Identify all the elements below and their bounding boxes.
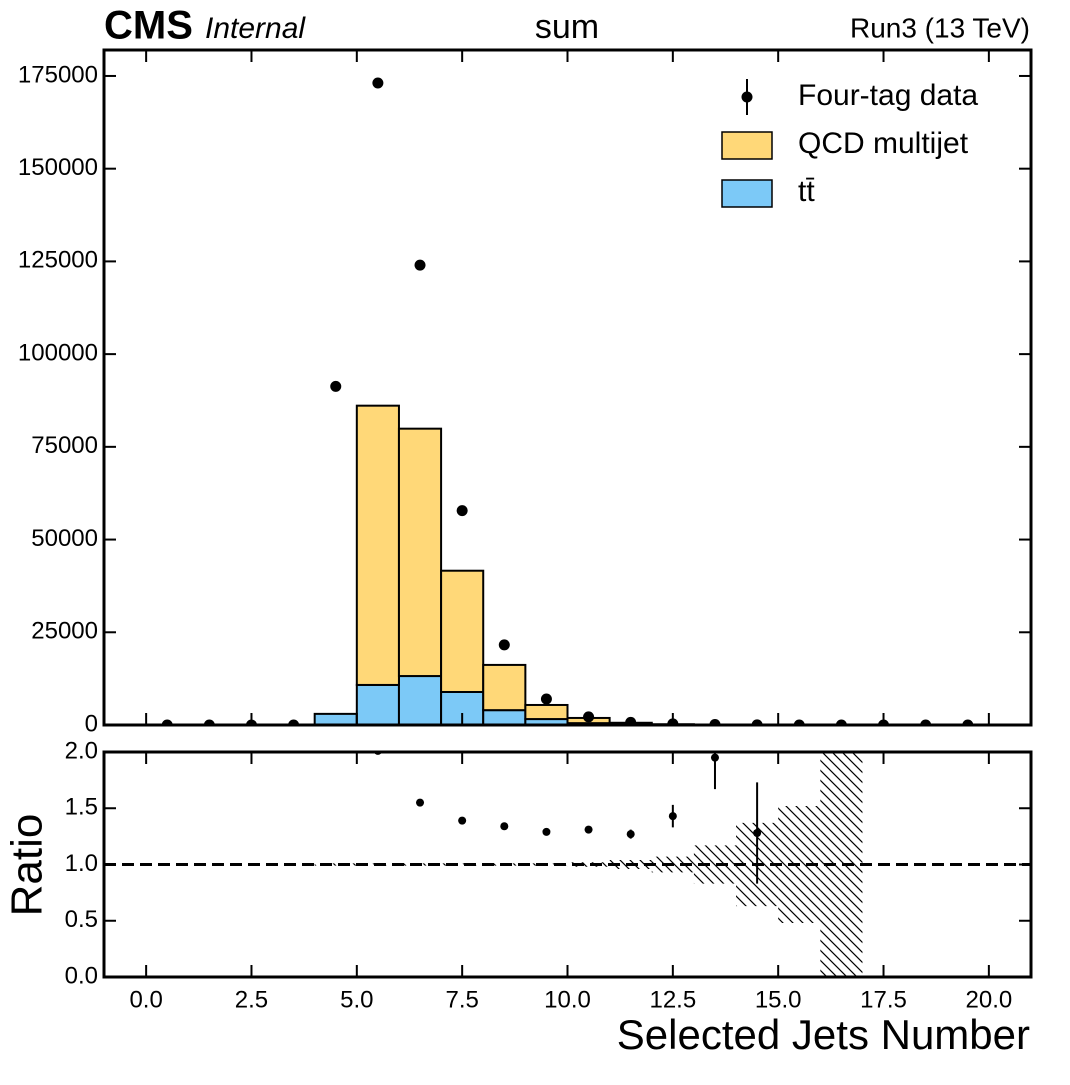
data-point <box>372 78 383 89</box>
ratio-y-tick-label: 1.5 <box>65 794 98 821</box>
data-point <box>415 260 426 271</box>
ratio-plot <box>104 726 1031 999</box>
y-tick-label: 100000 <box>18 339 98 366</box>
y-tick-label: 50000 <box>31 525 98 552</box>
axes: 0.0 2.5 5.0 7.5 10.0 12.5 15.0 17.5 20.0 0 25000 50… <box>18 50 1031 1013</box>
histogram-bar <box>357 685 399 725</box>
legend-label: QCD multijet <box>798 127 969 160</box>
y-tick-label: 75000 <box>31 432 98 459</box>
histogram-bar <box>399 429 441 676</box>
x-tick-label: 5.0 <box>340 986 373 1013</box>
status-label: Internal <box>205 12 306 45</box>
x-tick-label: 15.0 <box>755 986 802 1013</box>
ratio-point <box>542 828 550 836</box>
y-tick-label: 125000 <box>18 247 98 274</box>
ratio-point <box>458 817 466 825</box>
x-axis-label: Selected Jets Number <box>617 1011 1030 1058</box>
ratio-axis-label: Ratio <box>3 814 52 917</box>
y-tick-label: 175000 <box>18 61 98 88</box>
x-tick-label: 2.5 <box>235 986 268 1013</box>
x-tick-label: 17.5 <box>860 986 907 1013</box>
experiment-label: CMS <box>104 4 193 48</box>
data-point <box>457 505 468 516</box>
legend-marker <box>742 92 753 103</box>
data-point <box>499 639 510 650</box>
histogram-bar <box>483 710 525 725</box>
x-tick-label: 7.5 <box>445 986 478 1013</box>
ratio-point <box>669 812 677 820</box>
energy-label: Run3 (13 TeV) <box>850 12 1030 43</box>
ratio-y-tick-label: 0.0 <box>65 962 98 989</box>
ratio-point <box>711 754 719 762</box>
main-plot <box>162 78 974 731</box>
ratio-point <box>753 829 761 837</box>
histogram-bar <box>441 571 483 692</box>
ratio-point <box>500 822 508 830</box>
data-point <box>330 381 341 392</box>
histogram-bar <box>525 705 567 719</box>
data-point <box>541 694 552 705</box>
ratio-y-tick-label: 0.5 <box>65 906 98 933</box>
legend-label: tt̄ <box>798 175 815 208</box>
ratio-point <box>585 826 593 834</box>
x-tick-label: 12.5 <box>649 986 696 1013</box>
histogram-bar <box>399 676 441 725</box>
data-point <box>583 711 594 722</box>
legend-label: Four-tag data <box>798 79 978 112</box>
histogram-bar <box>315 714 357 725</box>
y-tick-label: 25000 <box>31 618 98 645</box>
y-tick-label: 150000 <box>18 154 98 181</box>
ratio-y-tick-label: 2.0 <box>65 737 98 764</box>
y-tick-label: 0 <box>85 710 98 737</box>
histogram-bar <box>483 665 525 710</box>
legend-swatch <box>722 180 772 207</box>
chart-title: sum <box>535 8 599 46</box>
x-tick-label: 10.0 <box>544 986 591 1013</box>
x-tick-label: 0.0 <box>129 986 162 1013</box>
legend-swatch <box>722 132 772 159</box>
ratio-y-tick-label: 1.0 <box>65 850 98 877</box>
histogram-bar <box>357 406 399 685</box>
ratio-point <box>627 830 635 838</box>
ratio-point <box>416 799 424 807</box>
x-tick-label: 20.0 <box>966 986 1013 1013</box>
